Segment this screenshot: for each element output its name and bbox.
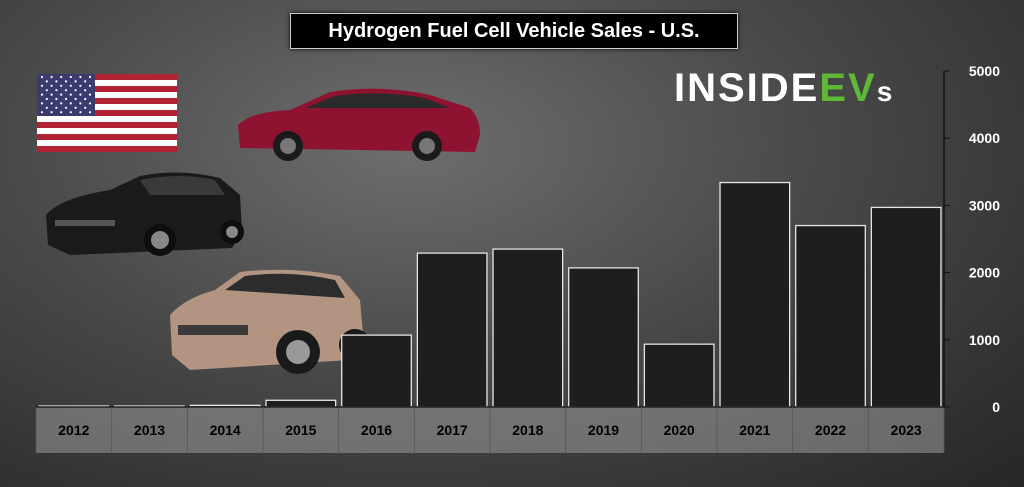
x-tick-label: 2019 xyxy=(588,422,619,438)
bar-2022 xyxy=(795,224,866,408)
flag-star xyxy=(69,93,72,96)
x-tick-label: 2014 xyxy=(210,422,241,438)
x-tick-label: 2021 xyxy=(739,422,770,438)
x-tick-label: 2017 xyxy=(437,422,468,438)
logo-part-inside: INSIDE xyxy=(674,66,820,110)
flag-stripe xyxy=(37,74,177,80)
y-tick-label: 4000 xyxy=(969,130,1000,146)
flag-stripe xyxy=(37,110,177,116)
flag-stripe xyxy=(37,146,177,152)
flag-star xyxy=(55,80,58,83)
dark-sedan-image xyxy=(46,172,244,256)
x-tick-label: 2015 xyxy=(285,422,316,438)
flag-star xyxy=(60,84,63,87)
flag-star xyxy=(45,89,48,92)
bar-2021 xyxy=(719,181,791,408)
x-tick-label: 2020 xyxy=(664,422,695,438)
flag-star xyxy=(74,89,77,92)
flag-star xyxy=(88,111,92,114)
y-tick-label: 0 xyxy=(992,399,1000,415)
flag-star xyxy=(55,97,58,101)
flag-star xyxy=(64,80,68,83)
flag-star xyxy=(88,75,92,79)
flag-star xyxy=(55,89,58,92)
flag-star xyxy=(84,80,87,83)
flag-star xyxy=(50,93,53,96)
flag-stripe xyxy=(37,134,177,140)
flag-star xyxy=(79,102,82,105)
chart-title: Hydrogen Fuel Cell Vehicle Sales - U.S. xyxy=(290,13,738,49)
x-tick-label: 2013 xyxy=(134,422,165,438)
bar-2018 xyxy=(492,248,564,408)
bar-2019 xyxy=(568,267,639,408)
flag-star xyxy=(60,75,63,79)
x-tick-label: 2018 xyxy=(512,422,543,438)
flag-star xyxy=(79,84,82,87)
flag-stripe xyxy=(37,98,177,104)
flag-star xyxy=(64,106,68,109)
flag-star xyxy=(74,80,77,83)
flag-star xyxy=(60,93,63,96)
x-tick-label: 2016 xyxy=(361,422,392,438)
flag-star xyxy=(69,102,72,105)
flag-stripe xyxy=(37,122,177,128)
bronze-suv-image xyxy=(170,269,371,374)
bar-2016 xyxy=(341,334,412,408)
flag-star xyxy=(88,93,92,96)
insideevs-logo: INSIDEEVs xyxy=(674,66,894,114)
y-tick-label: 5000 xyxy=(969,63,1000,79)
x-tick-label: 2012 xyxy=(58,422,89,438)
flag-star xyxy=(69,75,72,79)
x-tick-label: 2023 xyxy=(891,422,922,438)
bar-2015 xyxy=(265,399,337,408)
flag-star xyxy=(69,111,72,114)
logo-part-s: s xyxy=(876,76,895,107)
flag-star xyxy=(79,93,82,96)
flag-star xyxy=(88,84,92,87)
flag-star xyxy=(45,80,48,83)
flag-star xyxy=(74,106,77,109)
bar-2023 xyxy=(870,206,942,408)
flag-stripe xyxy=(37,86,177,92)
us-flag-image xyxy=(37,74,177,152)
bar-2020 xyxy=(643,343,715,408)
flag-star xyxy=(69,84,72,87)
flag-star xyxy=(64,89,68,92)
flag-star xyxy=(60,111,63,114)
flag-star xyxy=(55,106,58,109)
flag-star xyxy=(50,102,53,105)
flag-star xyxy=(74,97,77,101)
y-tick-label: 3000 xyxy=(969,197,1000,213)
flag-star xyxy=(60,102,63,105)
flag-star xyxy=(84,97,87,101)
flag-star xyxy=(79,75,82,79)
y-tick-label: 1000 xyxy=(969,332,1000,348)
flag-star xyxy=(45,97,48,101)
axes-group: 2012 2013 2014 2015 2016 2017 2018 2019 2020 2021… xyxy=(35,63,1000,453)
flag-star xyxy=(40,84,44,87)
flag-star xyxy=(40,75,44,79)
logo-part-ev: EV xyxy=(819,66,877,110)
y-tick-label: 2000 xyxy=(969,265,1000,281)
bar-2017 xyxy=(416,252,488,408)
flag-star xyxy=(79,111,82,114)
flag-star xyxy=(84,89,87,92)
flag-star xyxy=(84,106,87,109)
x-tick-label: 2022 xyxy=(815,422,846,438)
flag-star xyxy=(40,102,44,105)
flag-star xyxy=(40,111,44,114)
flag-star xyxy=(88,102,92,105)
flag-star xyxy=(50,75,53,79)
flag-star xyxy=(50,84,53,87)
flag-star xyxy=(64,97,68,101)
bars-group xyxy=(38,181,942,408)
flag-star xyxy=(50,111,53,114)
flag-star xyxy=(40,93,44,96)
red-sedan-image xyxy=(238,88,480,161)
flag-star xyxy=(45,106,48,109)
